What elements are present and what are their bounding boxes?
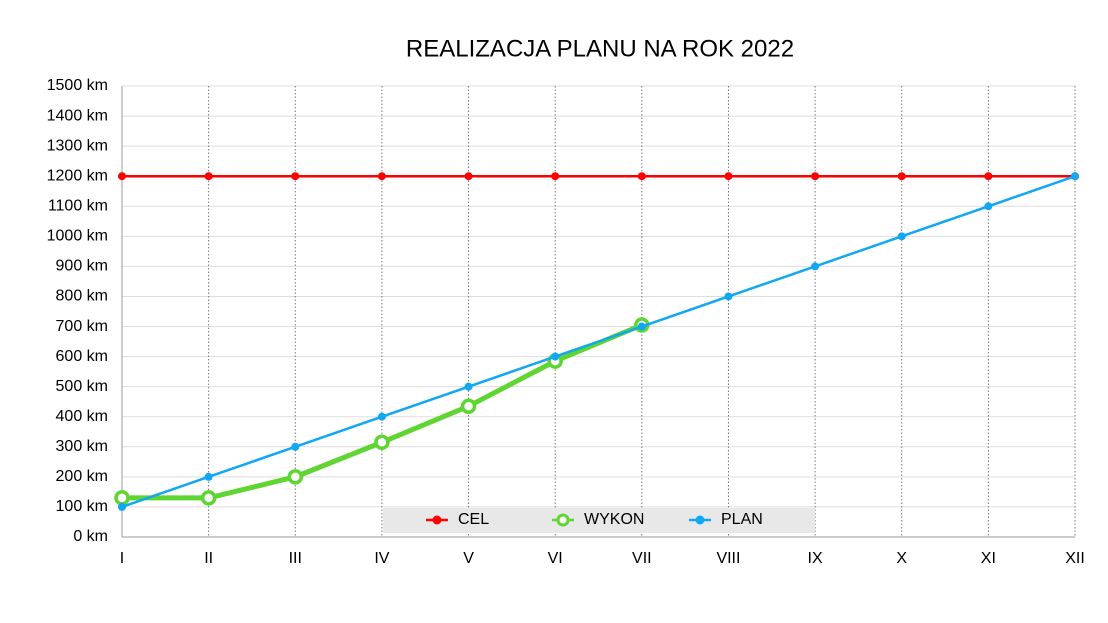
y-tick-label: 1400 km xyxy=(47,107,108,124)
x-tick-label: V xyxy=(463,550,474,567)
legend-marker xyxy=(432,515,442,525)
legend-label: WYKON xyxy=(584,511,644,528)
y-tick-label: 1200 km xyxy=(47,167,108,184)
x-tick-label: IV xyxy=(374,550,389,567)
data-point xyxy=(897,232,906,241)
x-tick-label: II xyxy=(204,550,213,567)
grid xyxy=(121,85,1076,538)
legend: CEL WYKON PLAN xyxy=(383,508,815,533)
x-tick-label: III xyxy=(289,550,302,567)
legend-marker xyxy=(556,513,570,527)
data-point xyxy=(291,442,300,451)
data-point xyxy=(377,172,386,181)
data-point xyxy=(464,382,473,391)
data-point xyxy=(287,469,304,485)
x-tick-label: X xyxy=(896,550,907,567)
data-point xyxy=(637,322,646,331)
y-tick-label: 1300 km xyxy=(47,137,108,154)
data-point xyxy=(984,202,993,211)
y-tick-label: 900 km xyxy=(56,258,108,275)
data-point xyxy=(291,172,300,181)
y-tick-label: 600 km xyxy=(56,348,108,365)
data-point xyxy=(118,172,126,181)
y-tick-label: 500 km xyxy=(56,378,108,395)
data-point xyxy=(204,172,213,181)
chart-title: REALIZACJA PLANU NA ROK 2022 xyxy=(406,35,794,62)
series-line xyxy=(121,175,1076,509)
x-tick-label: VI xyxy=(548,550,563,567)
y-tick-label: 1000 km xyxy=(47,228,108,245)
data-point xyxy=(460,398,477,414)
data-point xyxy=(724,172,733,181)
legend-label: PLAN xyxy=(721,511,763,528)
legend-marker xyxy=(695,515,705,525)
x-tick-label: VII xyxy=(632,550,652,567)
x-tick-label: XII xyxy=(1065,550,1085,567)
y-tick-label: 300 km xyxy=(56,438,108,455)
y-tick-label: 700 km xyxy=(56,318,108,335)
y-tick-label: 100 km xyxy=(56,498,108,515)
data-point xyxy=(118,502,126,511)
x-tick-label: I xyxy=(120,550,124,567)
data-point xyxy=(204,472,213,481)
data-point xyxy=(200,490,217,506)
data-point xyxy=(377,412,386,421)
data-point xyxy=(1071,172,1079,181)
data-point xyxy=(551,172,560,181)
y-tick-label: 200 km xyxy=(56,468,108,485)
data-point xyxy=(811,262,820,271)
y-tick-label: 1100 km xyxy=(48,197,108,214)
legend-label: CEL xyxy=(458,511,489,528)
legend-box xyxy=(383,508,815,533)
y-tick-label: 1500 km xyxy=(47,77,108,94)
data-point xyxy=(464,172,473,181)
data-point xyxy=(984,172,993,181)
data-point xyxy=(811,172,820,181)
y-tick-label: 800 km xyxy=(56,288,108,305)
data-point xyxy=(724,292,733,301)
data-point xyxy=(637,172,646,181)
x-tick-label: IX xyxy=(808,550,823,567)
y-tick-label: 0 km xyxy=(73,528,108,545)
data-point xyxy=(374,434,390,451)
x-tick-label: VIII xyxy=(716,550,740,567)
data-point xyxy=(551,352,560,361)
data-point xyxy=(897,172,906,181)
x-tick-label: XI xyxy=(981,550,996,567)
y-tick-label: 400 km xyxy=(56,408,108,425)
data-point xyxy=(114,490,130,506)
